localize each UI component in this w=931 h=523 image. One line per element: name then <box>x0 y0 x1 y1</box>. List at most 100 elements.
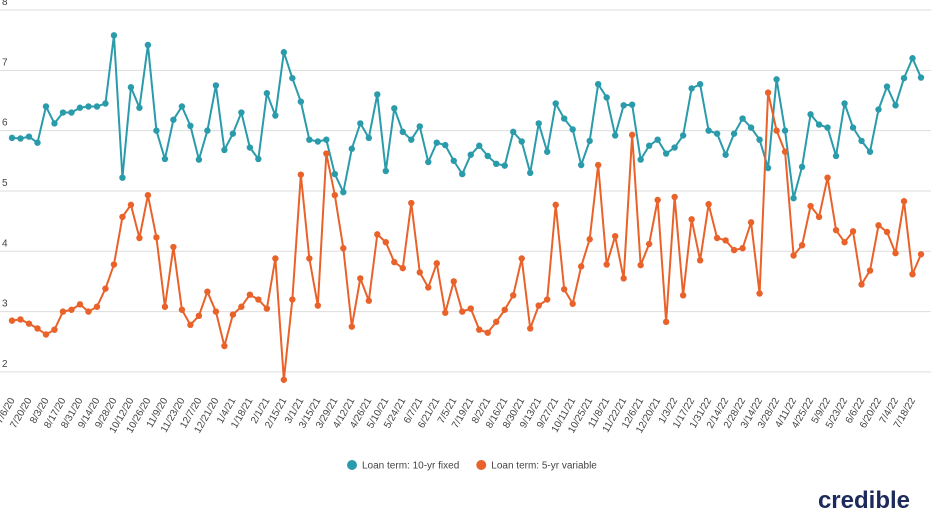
data-point <box>238 109 245 116</box>
data-point <box>459 308 466 315</box>
data-point <box>51 326 58 333</box>
data-point <box>705 127 712 134</box>
data-point <box>883 83 891 90</box>
data-point <box>382 239 389 246</box>
data-point <box>764 164 772 172</box>
data-point <box>841 239 848 246</box>
y-tick-label: 3 <box>2 299 8 310</box>
data-point <box>365 297 373 304</box>
data-point <box>110 32 118 39</box>
data-point <box>450 278 457 285</box>
data-point <box>59 308 67 315</box>
data-point <box>85 103 92 110</box>
data-point <box>484 152 491 160</box>
data-point <box>798 242 806 249</box>
data-point <box>552 100 559 107</box>
data-point <box>569 300 576 307</box>
y-tick-label: 6 <box>2 118 8 129</box>
data-point <box>42 103 50 110</box>
data-point <box>408 199 415 207</box>
data-point <box>832 152 840 160</box>
data-point <box>900 74 908 82</box>
data-point <box>357 120 364 127</box>
data-point <box>722 237 729 244</box>
series-line <box>11 35 922 199</box>
data-point <box>136 104 143 111</box>
data-point <box>399 128 406 136</box>
data-point <box>59 109 67 116</box>
data-point <box>153 127 160 134</box>
data-point <box>909 55 916 62</box>
data-point <box>807 111 814 118</box>
data-point <box>34 325 41 332</box>
data-point <box>484 329 491 336</box>
data-point <box>747 124 755 131</box>
data-point <box>467 151 474 158</box>
data-point <box>883 228 891 236</box>
data-point <box>450 157 457 164</box>
data-point <box>212 308 220 315</box>
y-tick-label: 2 <box>2 359 8 370</box>
data-point <box>119 213 126 221</box>
data-point <box>892 102 899 109</box>
data-point <box>229 311 237 318</box>
data-point <box>900 198 908 205</box>
data-point <box>645 142 653 149</box>
data-point <box>195 312 203 320</box>
data-point <box>433 139 440 146</box>
data-point <box>127 84 135 91</box>
data-point <box>611 232 619 240</box>
data-point <box>824 124 831 131</box>
data-point <box>76 104 84 111</box>
data-point <box>306 136 313 143</box>
data-point <box>340 245 347 252</box>
data-point <box>917 74 925 81</box>
data-point <box>688 85 695 92</box>
data-point <box>263 90 271 97</box>
data-point <box>391 105 398 112</box>
data-point <box>476 326 483 333</box>
data-point <box>374 231 381 238</box>
data-point <box>875 222 882 229</box>
data-point <box>620 102 627 109</box>
data-point <box>696 80 704 88</box>
data-point <box>374 91 381 98</box>
data-point <box>425 284 432 291</box>
data-point <box>722 151 729 158</box>
data-point <box>93 303 101 310</box>
data-point <box>628 101 636 108</box>
data-point <box>654 196 661 204</box>
data-point <box>730 246 738 254</box>
data-point <box>425 158 432 166</box>
data-point <box>815 121 823 128</box>
data-point <box>280 49 288 56</box>
data-point <box>280 376 288 383</box>
data-point <box>102 285 109 292</box>
data-point <box>535 302 542 309</box>
data-point <box>263 305 271 312</box>
data-point <box>17 316 24 323</box>
data-point <box>382 167 389 175</box>
data-point <box>569 126 576 133</box>
data-point <box>824 174 831 181</box>
data-point <box>645 240 653 248</box>
data-point <box>144 41 152 49</box>
data-point <box>620 275 627 282</box>
data-point <box>399 264 406 272</box>
data-point <box>544 148 551 155</box>
data-point <box>348 145 356 152</box>
data-point <box>68 109 75 116</box>
data-point <box>858 281 865 288</box>
data-point <box>603 94 610 101</box>
data-point <box>459 170 466 178</box>
data-point <box>679 132 687 139</box>
data-point <box>25 320 33 327</box>
data-point <box>17 135 24 142</box>
data-point <box>773 76 780 83</box>
data-point <box>518 255 525 262</box>
data-point <box>739 245 746 252</box>
data-point <box>229 130 237 137</box>
data-point <box>756 290 763 297</box>
data-point <box>331 170 339 178</box>
data-point <box>603 261 610 268</box>
